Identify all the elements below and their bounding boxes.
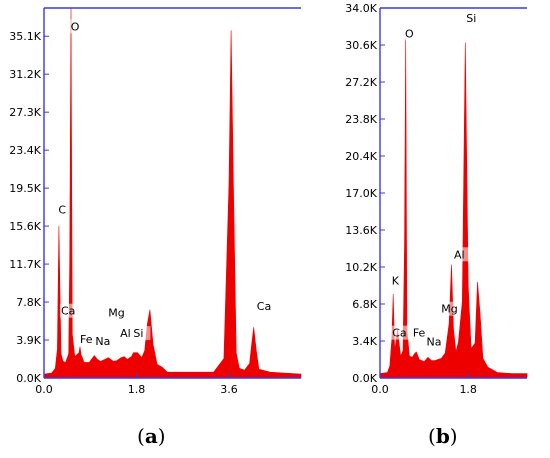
- y-tick-label: 23.8K: [345, 113, 377, 126]
- peak-label-al: Al: [120, 327, 131, 340]
- peak-label-al: Al: [454, 248, 465, 261]
- peak-label-na: Na: [95, 335, 110, 348]
- peak-label-bg: [59, 303, 78, 318]
- y-tick-label: 7.8K: [16, 296, 41, 309]
- x-tick-label: 1.8: [459, 383, 477, 396]
- peak-label-bg: [390, 273, 401, 288]
- y-tick-label: 3.9K: [16, 334, 41, 347]
- y-tick-label: 6.8K: [352, 298, 377, 311]
- peak-label-bg: [255, 298, 274, 313]
- y-tick-label: 27.3K: [9, 106, 41, 119]
- y-tick-label: 15.6K: [9, 220, 41, 233]
- peak-label-ca: Ca: [392, 327, 406, 340]
- peak-label-bg: [78, 331, 97, 346]
- y-tick-label: 35.1K: [9, 30, 41, 43]
- y-tick-label: 27.2K: [345, 76, 377, 89]
- peak-label-bg: [411, 325, 430, 340]
- y-tick-label: 11.7K: [9, 258, 41, 271]
- peak-label-bg: [391, 325, 410, 340]
- peak-label-fe: Fe: [413, 327, 426, 340]
- x-tick-label: 1.8: [128, 383, 146, 396]
- y-tick-label: 0.0K: [352, 372, 377, 385]
- peak-label-c: C: [58, 203, 66, 216]
- peak-label-bg: [107, 305, 126, 320]
- peak-label-bg: [132, 326, 151, 341]
- peak-label-mg: Mg: [441, 303, 457, 316]
- peak-label-bg: [465, 11, 484, 26]
- peak-label-ca: Ca: [232, 0, 246, 3]
- panel-label: (b): [428, 424, 458, 448]
- peak-label-si: Si: [133, 327, 143, 340]
- y-tick-label: 10.2K: [345, 261, 377, 274]
- y-tick-label: 20.4K: [345, 150, 377, 163]
- y-tick-label: 3.4K: [352, 335, 377, 348]
- peak-label-ca: Ca: [257, 300, 271, 313]
- y-tick-label: 30.6K: [345, 39, 377, 52]
- panel-a: 0.0K 3.9K 7.8K 11.7K 15.6K 19.5K 23.4K 27.3K 31.…: [9, 0, 302, 448]
- peak-label-na: Na: [427, 335, 442, 348]
- peak-label-bg: [425, 334, 444, 349]
- panel-b: 0.0K3.4K6.8K10.2K13.6K17.0K20.4K23.8K27.…: [345, 2, 528, 448]
- y-tick-label: 34.0K: [345, 2, 377, 15]
- peak-label-mg: Mg: [108, 307, 124, 320]
- peak-label-bg: [69, 19, 80, 34]
- y-tick-label: 31.2K: [9, 68, 41, 81]
- peak-label-o: O: [71, 20, 80, 33]
- peak-label-si: Si: [466, 12, 476, 25]
- y-tick-label: 17.0K: [345, 187, 377, 200]
- spectrum-area: [43, 7, 302, 379]
- peak-label-bg: [230, 0, 249, 4]
- peak-label-bg: [94, 333, 113, 348]
- y-tick-label: 19.5K: [9, 182, 41, 195]
- peak-label-fe: Fe: [80, 333, 93, 346]
- y-tick-label: 0.0K: [16, 372, 41, 385]
- x-tick-label: 3.6: [220, 383, 238, 396]
- peak-label-o: O: [405, 27, 414, 40]
- panel-label: (a): [137, 424, 166, 448]
- y-tick-label: 13.6K: [345, 224, 377, 237]
- y-tick-label: 23.4K: [9, 144, 41, 157]
- peak-label-bg: [57, 202, 68, 217]
- x-tick-label: 0.0: [371, 383, 389, 396]
- peak-label-bg: [403, 26, 414, 41]
- peak-label-k: K: [392, 274, 400, 287]
- peak-label-ca: Ca: [61, 305, 75, 318]
- peak-label-bg: [440, 301, 459, 316]
- peak-label-bg: [452, 247, 471, 262]
- x-tick-label: 0.0: [35, 383, 53, 396]
